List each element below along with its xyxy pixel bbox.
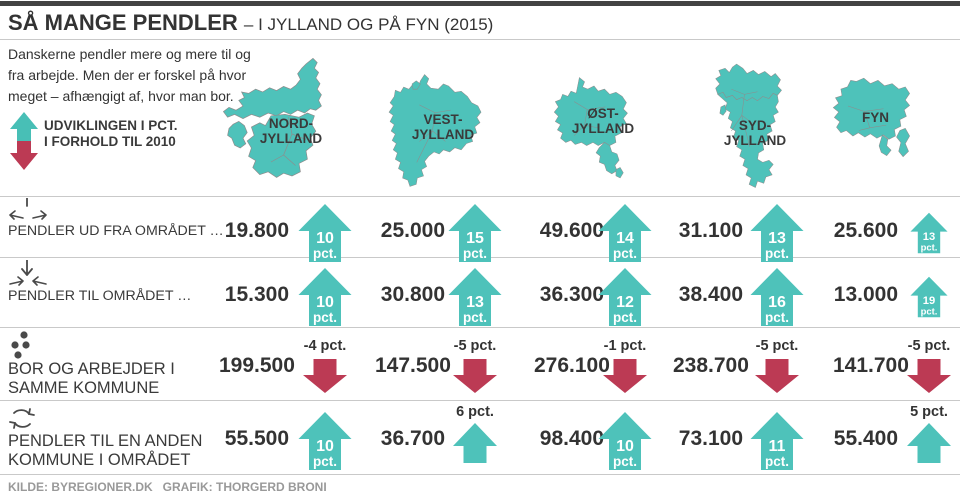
svg-text:pct.: pct.	[313, 310, 337, 325]
svg-text:pct.: pct.	[613, 246, 637, 261]
svg-text:pct.: pct.	[765, 454, 789, 469]
svg-text:pct.: pct.	[921, 307, 938, 318]
svg-text:pct.: pct.	[463, 310, 487, 325]
svg-text:13: 13	[768, 230, 786, 247]
svg-text:pct.: pct.	[613, 454, 637, 469]
svg-text:pct.: pct.	[921, 243, 938, 254]
svg-text:11: 11	[769, 438, 786, 455]
svg-text:13: 13	[466, 294, 484, 311]
svg-text:pct.: pct.	[613, 310, 637, 325]
svg-text:10: 10	[316, 438, 334, 455]
svg-text:12: 12	[616, 294, 634, 311]
svg-text:pct.: pct.	[313, 246, 337, 261]
svg-text:10: 10	[616, 438, 634, 455]
svg-text:19: 19	[923, 295, 935, 307]
svg-text:10: 10	[316, 294, 334, 311]
svg-text:15: 15	[466, 230, 484, 247]
svg-text:16: 16	[768, 294, 786, 311]
svg-text:13: 13	[923, 231, 935, 243]
svg-text:14: 14	[616, 230, 634, 247]
svg-text:10: 10	[316, 230, 334, 247]
svg-text:pct.: pct.	[765, 310, 789, 325]
svg-text:pct.: pct.	[313, 454, 337, 469]
svg-text:pct.: pct.	[463, 246, 487, 261]
svg-text:pct.: pct.	[765, 246, 789, 261]
